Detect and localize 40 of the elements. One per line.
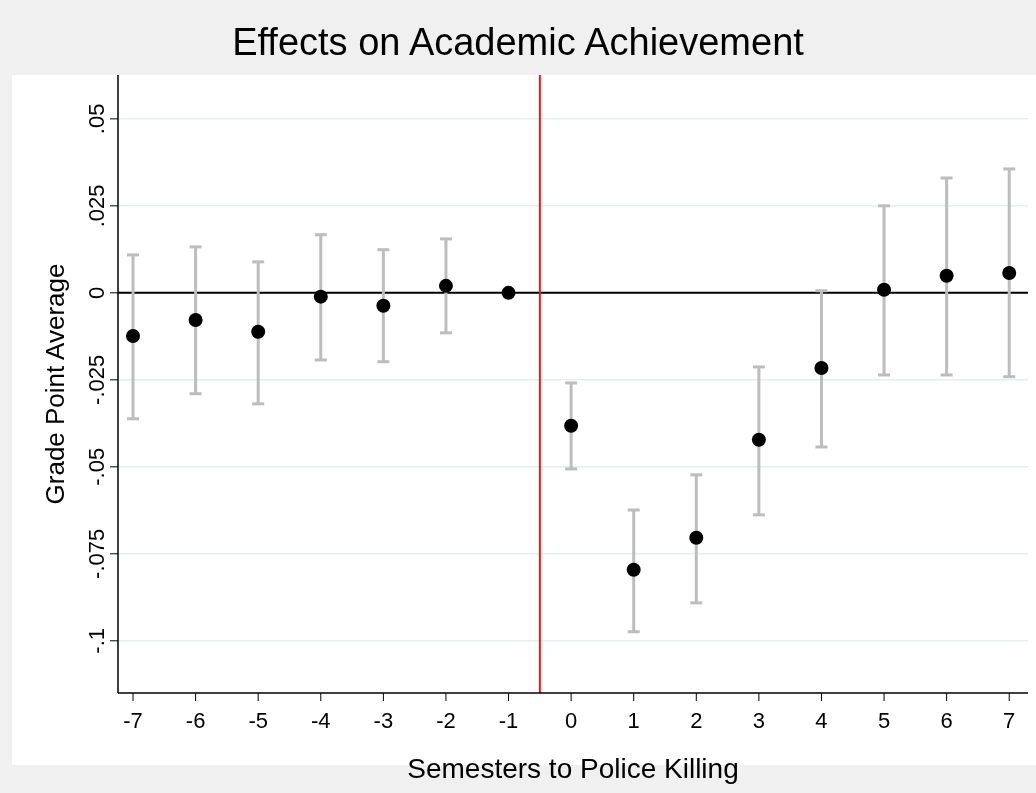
x-tick-label: 4 (815, 708, 828, 733)
point (126, 328, 141, 343)
point (438, 278, 453, 293)
y-tick-label: .05 (84, 103, 109, 135)
point (814, 360, 829, 375)
x-tick-label: -1 (498, 708, 519, 733)
x-tick-label: -7 (123, 708, 143, 733)
chart-title: Effects on Academic Achievement (232, 21, 805, 63)
y-tick-label: -.025 (84, 354, 109, 405)
x-tick-label: 1 (627, 708, 640, 733)
point (751, 432, 766, 447)
x-tick-label: 2 (690, 708, 703, 733)
point (564, 418, 579, 433)
y-tick-label: .025 (84, 184, 109, 228)
x-tick-label: 7 (1003, 708, 1016, 733)
point (877, 282, 892, 297)
point (689, 530, 704, 545)
y-tick-label: -.075 (84, 528, 109, 579)
x-tick-label: 5 (877, 708, 891, 733)
y-tick-label: -.05 (84, 447, 109, 486)
point (376, 298, 391, 313)
x-tick-label: -3 (373, 708, 394, 733)
x-tick-label: -6 (185, 708, 206, 733)
point (188, 312, 203, 327)
point (1002, 266, 1017, 280)
point (251, 324, 266, 339)
x-tick-label: 3 (752, 708, 766, 733)
point (501, 285, 516, 300)
point (313, 289, 328, 304)
point (626, 562, 641, 577)
point (939, 268, 954, 283)
x-tick-label: 6 (940, 708, 953, 733)
y-tick-label: 0 (84, 286, 109, 299)
y-tick-label: -.1 (84, 627, 109, 654)
x-tick-label: -2 (436, 708, 456, 733)
x-tick-label: -4 (311, 708, 331, 733)
x-tick-label: 0 (565, 708, 578, 733)
y-axis-title: Grade Point Average (40, 263, 70, 505)
x-axis-title: Semesters to Police Killing (407, 753, 739, 784)
x-tick-label: -5 (248, 708, 268, 733)
